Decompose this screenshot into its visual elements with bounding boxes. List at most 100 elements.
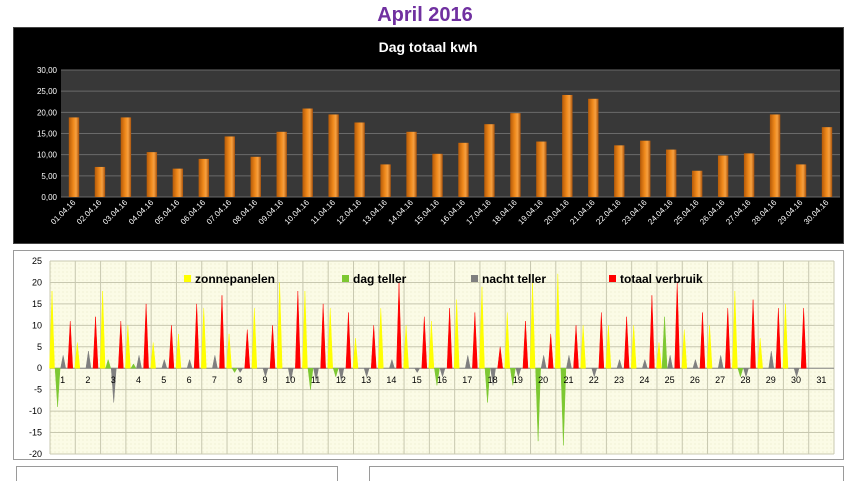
x-tick-label: 15.04.16 xyxy=(413,198,442,227)
bar-nacht-teller xyxy=(616,358,623,369)
bar-nacht-teller xyxy=(186,358,193,369)
lower-chart-frame-right xyxy=(369,466,844,481)
bar-dag-teller xyxy=(54,367,61,407)
bar xyxy=(614,145,625,197)
x-tick-label: 24 xyxy=(639,375,649,385)
bar-dag-teller xyxy=(661,316,668,369)
x-tick-label: 13 xyxy=(361,375,371,385)
bar-dag-teller xyxy=(231,367,238,374)
x-tick-label: 02.04.16 xyxy=(75,198,104,227)
daily-meter-chart: 25 20 15 10 5 0 -5 -10 -15 -20 1 2 3 4 5 6 7 8 9 10 11 12 13 14… xyxy=(13,250,844,460)
chart-title: Dag totaal kwh xyxy=(379,39,478,55)
x-tick-label: 25 xyxy=(665,375,675,385)
x-tick-label: 11 xyxy=(311,375,320,385)
bar-dag-teller xyxy=(484,367,491,403)
bar-totaal-verbruik xyxy=(547,333,554,369)
bar-totaal-verbruik xyxy=(118,321,124,369)
x-tick-label: 16 xyxy=(437,375,447,385)
x-tick-label: 22 xyxy=(589,375,599,385)
x-tick-label: 7 xyxy=(212,375,217,385)
bar-nacht-teller xyxy=(667,355,673,369)
legend-swatch xyxy=(471,275,478,282)
bar xyxy=(354,122,365,197)
bar-totaal-verbruik xyxy=(219,295,225,369)
bar-totaal-verbruik xyxy=(598,312,605,369)
bar-nacht-teller xyxy=(641,358,648,369)
x-tick-label: 21 xyxy=(563,375,573,385)
legend-swatch xyxy=(184,275,191,282)
x-tick-label: 13.04.16 xyxy=(361,198,390,227)
page-title: April 2016 xyxy=(377,4,473,26)
bar-zonnepanelen xyxy=(251,308,258,369)
x-tick-label: 04.04.16 xyxy=(127,198,156,227)
x-tick-label: 23 xyxy=(614,375,624,385)
bar-dag-teller xyxy=(332,367,339,378)
bar-zonnepanelen xyxy=(125,325,131,369)
x-tick-label: 24.04.16 xyxy=(646,198,675,227)
bar xyxy=(743,153,755,197)
bar-totaal-verbruik xyxy=(623,316,630,369)
bar xyxy=(588,98,599,197)
x-tick-label: 30.04.16 xyxy=(802,198,831,227)
bar-nacht-teller xyxy=(110,367,117,403)
x-tick-label: 27 xyxy=(715,375,725,385)
bar xyxy=(458,142,469,197)
x-tick-label: 05.04.16 xyxy=(153,198,182,227)
bar-totaal-verbruik xyxy=(269,325,276,369)
bar-totaal-verbruik xyxy=(92,316,99,369)
bar-nacht-teller xyxy=(212,355,218,369)
bar-totaal-verbruik xyxy=(244,329,251,369)
x-tick-label: 21.04.16 xyxy=(568,198,597,227)
x-tick-label: 27.04.16 xyxy=(724,198,753,227)
x-tick-label: 14 xyxy=(386,375,396,385)
y-tick-label: -10 xyxy=(29,406,42,416)
bar-zonnepanelen xyxy=(201,308,207,369)
bar xyxy=(380,164,391,197)
bar-nacht-teller xyxy=(515,367,522,378)
bar xyxy=(68,117,80,197)
bar-nacht-teller xyxy=(85,351,92,369)
x-tick-label: 06.04.16 xyxy=(179,198,208,227)
bar-totaal-verbruik xyxy=(168,325,175,369)
bar-totaal-verbruik xyxy=(345,312,352,369)
bar-dag-teller xyxy=(307,367,314,390)
x-tick-label: 25.04.16 xyxy=(672,198,701,227)
x-tick-label: 23.04.16 xyxy=(620,198,649,227)
y-tick-label: 20 xyxy=(32,277,42,287)
x-tick-label: 18.04.16 xyxy=(490,198,519,227)
x-tick-label: 09.04.16 xyxy=(257,198,286,227)
y-tick-label: -15 xyxy=(29,428,42,438)
bar-nacht-teller xyxy=(439,367,446,378)
bar-totaal-verbruik xyxy=(67,321,73,369)
bar-nacht-teller xyxy=(692,358,699,369)
bar xyxy=(795,164,807,197)
bar-zonnepanelen xyxy=(74,342,81,369)
bar-zonnepanelen xyxy=(352,338,359,369)
y-tick-label: 0,00 xyxy=(41,193,57,202)
x-tick-label: 3 xyxy=(111,375,116,385)
bar-zonnepanelen xyxy=(782,303,789,369)
bar xyxy=(432,153,443,197)
bar xyxy=(276,131,287,197)
daily-total-chart: Dag totaal kwh 0,00 5,00 10,00 15,00 20,00 25,… xyxy=(13,27,844,244)
plot-area xyxy=(50,261,834,454)
bar-totaal-verbruik xyxy=(725,308,731,369)
bar xyxy=(717,155,729,197)
bar-totaal-verbruik xyxy=(800,308,807,369)
y-tick-label: -20 xyxy=(29,449,42,459)
x-tick-label: 4 xyxy=(136,375,141,385)
bar-dag-teller xyxy=(737,367,744,378)
bar-zonnepanelen xyxy=(630,325,637,369)
bar-nacht-teller xyxy=(60,355,66,369)
bar-zonnepanelen xyxy=(504,312,511,369)
legend-swatch xyxy=(342,275,349,282)
bar-dag-teller xyxy=(434,367,440,386)
x-tick-label: 2 xyxy=(85,375,90,385)
bar-zonnepanelen xyxy=(403,325,409,369)
x-tick-label: 10.04.16 xyxy=(283,198,312,227)
x-tick-label: 19 xyxy=(513,375,523,385)
bar-zonnepanelen xyxy=(479,286,485,369)
bar-nacht-teller xyxy=(338,367,345,382)
bar-zonnepanelen xyxy=(226,333,232,369)
